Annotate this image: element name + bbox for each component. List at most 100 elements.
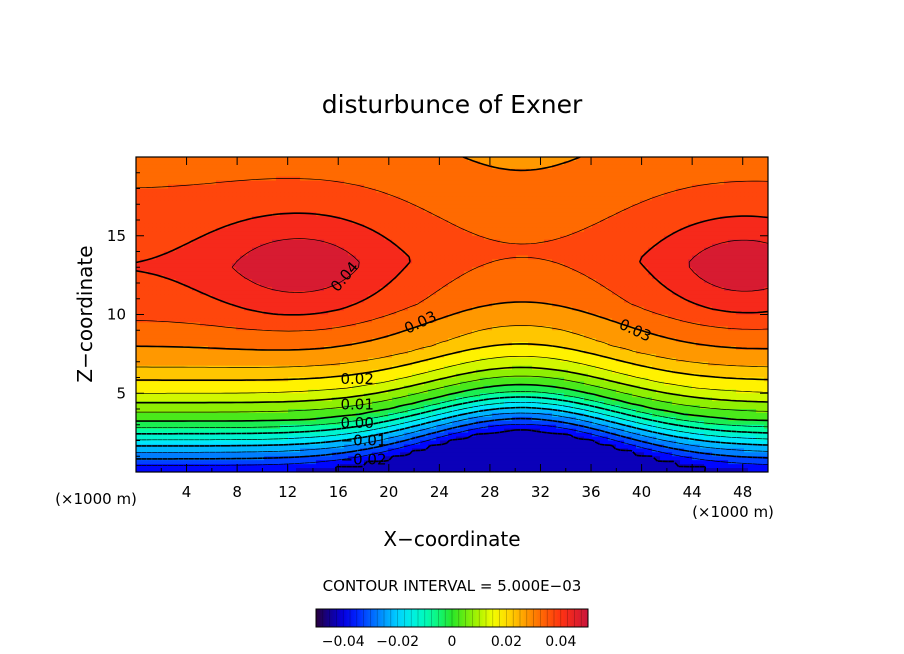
- field-cell: [224, 180, 229, 186]
- field-cell: [520, 164, 525, 170]
- field-cell: [328, 259, 333, 264]
- field-cell: [524, 160, 529, 166]
- field-cell: [324, 168, 329, 174]
- field-cell: [580, 243, 585, 249]
- field-cell: [580, 271, 585, 276]
- field-cell: [184, 204, 189, 209]
- field-cell: [672, 220, 677, 225]
- field-cell: [516, 275, 521, 280]
- field-cell: [688, 192, 693, 197]
- field-cell: [720, 172, 725, 178]
- field-cell: [220, 235, 225, 241]
- field-cell: [240, 220, 245, 225]
- field-cell: [292, 247, 297, 253]
- field-cell: [512, 200, 517, 205]
- field-cell: [624, 168, 629, 174]
- field-cell: [760, 172, 765, 178]
- field-cell: [504, 204, 509, 209]
- field-cell: [304, 247, 309, 253]
- field-cell: [724, 188, 729, 194]
- field-cell: [660, 231, 665, 237]
- field-cell: [228, 157, 233, 162]
- field-cell: [544, 251, 549, 257]
- field-cell: [284, 160, 289, 166]
- field-cell: [248, 231, 253, 237]
- field-cell: [336, 180, 341, 186]
- field-cell: [296, 212, 301, 217]
- field-cell: [460, 243, 465, 249]
- field-cell: [280, 223, 285, 229]
- field-cell: [392, 216, 397, 221]
- field-cell: [508, 157, 513, 162]
- field-cell: [588, 251, 593, 257]
- field-cell: [200, 176, 205, 182]
- field-cell: [752, 247, 757, 253]
- field-cell: [248, 279, 253, 284]
- field-cell: [728, 176, 733, 182]
- field-cell: [436, 247, 441, 253]
- field-cell: [724, 275, 729, 280]
- field-cell: [612, 255, 617, 260]
- field-cell: [716, 251, 721, 257]
- field-cell: [708, 168, 713, 174]
- field-cell: [756, 184, 761, 190]
- field-cell: [548, 231, 553, 237]
- field-cell: [264, 279, 269, 284]
- field-cell: [260, 157, 265, 162]
- field-cell: [420, 243, 425, 249]
- field-cell: [336, 184, 341, 190]
- field-cell: [428, 200, 433, 205]
- field-cell: [512, 176, 517, 182]
- field-cell: [280, 172, 285, 178]
- field-cell: [368, 172, 373, 178]
- field-cell: [652, 212, 657, 217]
- field-cell: [480, 180, 485, 186]
- field-cell: [528, 208, 533, 213]
- field-cell: [752, 223, 757, 229]
- field-cell: [216, 168, 221, 174]
- field-cell: [528, 196, 533, 201]
- field-cell: [152, 247, 157, 253]
- field-cell: [472, 251, 477, 257]
- field-cell: [648, 172, 653, 178]
- field-cell: [172, 204, 177, 209]
- field-cell: [496, 267, 501, 272]
- field-cell: [328, 267, 333, 272]
- field-cell: [420, 263, 425, 268]
- field-cell: [552, 212, 557, 217]
- field-cell: [392, 157, 397, 162]
- field-cell: [196, 200, 201, 205]
- field-cell: [332, 263, 337, 268]
- field-cell: [184, 164, 189, 170]
- field-cell: [208, 188, 213, 194]
- field-cell: [364, 243, 369, 249]
- field-cell: [576, 223, 581, 229]
- field-cell: [144, 263, 149, 268]
- field-cell: [460, 251, 465, 257]
- field-cell: [520, 239, 525, 245]
- field-cell: [420, 188, 425, 194]
- field-cell: [276, 235, 281, 241]
- field-cell: [528, 176, 533, 182]
- field-cell: [552, 200, 557, 205]
- field-cell: [676, 239, 681, 245]
- field-cell: [156, 247, 161, 253]
- field-cell: [264, 239, 269, 245]
- field-cell: [588, 247, 593, 253]
- field-cell: [656, 251, 661, 257]
- field-cell: [604, 231, 609, 237]
- field-cell: [540, 180, 545, 186]
- field-cell: [688, 255, 693, 260]
- field-cell: [260, 180, 265, 186]
- field-cell: [524, 263, 529, 268]
- field-cell: [152, 223, 157, 229]
- field-cell: [640, 200, 645, 205]
- field-cell: [652, 216, 657, 221]
- field-cell: [744, 176, 749, 182]
- field-cell: [532, 212, 537, 217]
- field-cell: [160, 172, 165, 178]
- field-cell: [568, 216, 573, 221]
- field-cell: [340, 180, 345, 186]
- field-cell: [616, 196, 621, 201]
- field-cell: [644, 176, 649, 182]
